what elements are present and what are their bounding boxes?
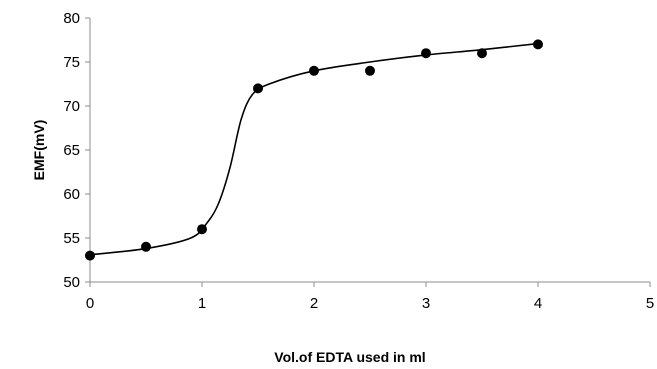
x-tick-label: 1 (198, 295, 206, 312)
y-axis-title: EMF(mV) (31, 120, 47, 181)
data-point (533, 39, 543, 50)
y-tick-label: 80 (63, 10, 80, 27)
data-point (365, 65, 375, 76)
data-point (85, 250, 95, 261)
chart-trendline-group (89, 42, 539, 256)
x-axis-title: Vol.of EDTA used in ml (274, 349, 425, 365)
data-point (141, 241, 151, 252)
data-point (197, 224, 207, 235)
x-tick-label: 2 (310, 295, 318, 312)
y-tick-label: 60 (63, 186, 80, 203)
data-point (477, 48, 487, 59)
data-point (309, 65, 319, 76)
chart-tick-labels: 50 55 60 65 70 75 80 0 1 2 3 4 5 (63, 10, 654, 312)
x-tick-label: 0 (86, 295, 94, 312)
x-tick-label: 4 (534, 295, 542, 312)
chart-axes (85, 17, 651, 287)
y-tick-label: 70 (63, 98, 80, 115)
y-tick-label: 75 (63, 54, 80, 71)
chart-data-points (85, 39, 543, 261)
y-tick-label: 65 (63, 142, 80, 159)
trendline (89, 42, 539, 256)
y-tick-label: 50 (63, 274, 80, 291)
data-point (253, 83, 263, 94)
data-point (421, 48, 431, 59)
x-tick-label: 5 (646, 295, 654, 312)
x-tick-label: 3 (422, 295, 430, 312)
y-tick-label: 55 (63, 230, 80, 247)
